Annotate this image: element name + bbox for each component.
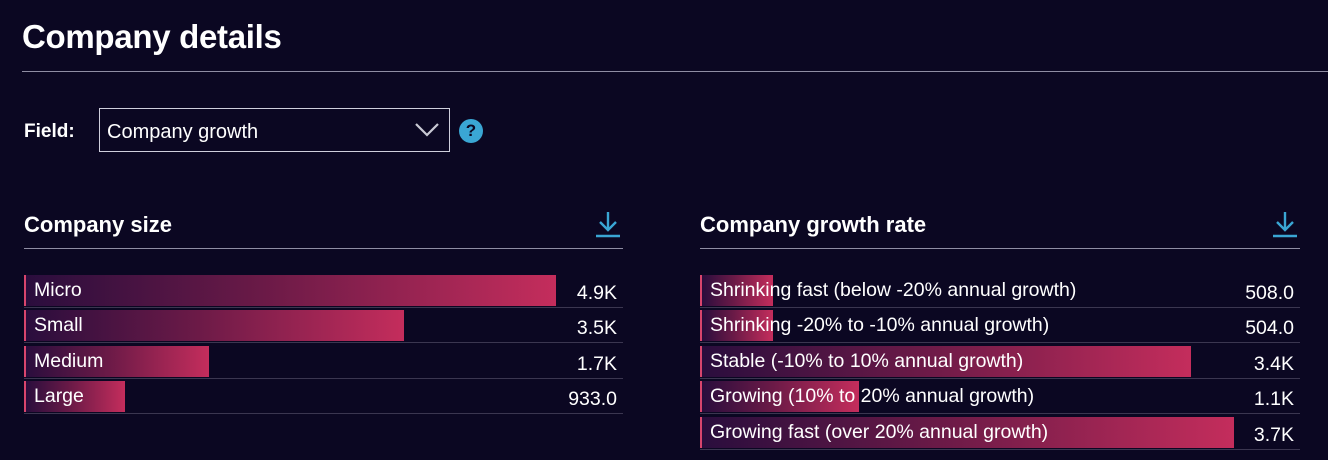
page-title: Company details: [22, 18, 282, 55]
chevron-down-icon: [415, 123, 439, 137]
panel-header: Company size: [24, 205, 623, 248]
bar-fill: [700, 345, 1191, 377]
bar-label: Growing fast (over 20% annual growth): [710, 420, 1049, 443]
bar-value: 1.7K: [576, 352, 617, 375]
bar-label: Small: [34, 314, 83, 337]
bar-value: 508.0: [1245, 282, 1294, 304]
bar-row[interactable]: Large 933.0: [24, 380, 623, 415]
bar-row[interactable]: Micro 4.9K: [24, 274, 623, 308]
bar-value: 504.0: [1245, 317, 1294, 340]
field-label: Field:: [24, 121, 75, 142]
panel-divider: [24, 248, 623, 249]
bar-label: Large: [34, 385, 84, 408]
bar-fill: [24, 345, 209, 377]
bar-fill: [24, 310, 404, 342]
bar-label: Shrinking fast (below -20% annual growth…: [710, 279, 1077, 301]
bar-fill: [700, 310, 773, 342]
bar-value: 933.0: [568, 388, 617, 411]
bar-row[interactable]: Medium 1.7K: [24, 345, 623, 379]
bar-row[interactable]: Shrinking fast (below -20% annual growth…: [700, 274, 1300, 308]
bar-fill: [700, 416, 1234, 448]
bar-label: Stable (-10% to 10% annual growth): [710, 349, 1024, 372]
bar-label: Micro: [34, 279, 82, 301]
bar-value: 3.5K: [576, 317, 617, 340]
bar-row[interactable]: Small 3.5K: [24, 309, 623, 344]
bar-row[interactable]: Growing (10% to 20% annual growth) 1.1K: [700, 380, 1300, 415]
bar-fill: [700, 381, 859, 413]
panel-divider: [700, 248, 1300, 249]
bar-label: Medium: [34, 349, 104, 372]
bar-row[interactable]: Shrinking -20% to -10% annual growth) 504…: [700, 309, 1300, 344]
download-icon[interactable]: [1272, 210, 1298, 238]
company-size-bar-list: Micro 4.9K Small 3.5K Medium 1.7K Large 933.0: [24, 274, 623, 415]
bar-value: 1.1K: [1253, 388, 1294, 411]
bar-fill: [24, 381, 126, 413]
panel-title: Company growth rate: [700, 212, 927, 237]
bar-fill: [700, 275, 774, 306]
title-divider: [22, 71, 1328, 72]
bar-row[interactable]: Growing fast (over 20% annual growth) 3.7…: [700, 416, 1300, 450]
bar-fill: [24, 275, 556, 306]
bar-label: Shrinking -20% to -10% annual growth): [710, 314, 1050, 337]
bar-row[interactable]: Stable (-10% to 10% annual growth) 3.4K: [700, 345, 1300, 379]
bar-value: 3.4K: [1253, 352, 1294, 375]
panel-header: Company growth rate: [700, 205, 1300, 248]
field-dropdown[interactable]: Company growth: [99, 108, 450, 152]
company-growth-panel: Company growth rate Shrinking fast (belo…: [700, 205, 1300, 451]
bar-label: Growing (10% to 20% annual growth): [710, 385, 1035, 408]
bar-value: 3.7K: [1253, 423, 1294, 446]
download-icon[interactable]: [595, 210, 621, 238]
company-growth-bar-list: Shrinking fast (below -20% annual growth…: [700, 274, 1300, 450]
company-size-panel: Company size Micro 4.9K Small 3.5K Medium 1.7…: [24, 205, 623, 416]
bar-value: 4.9K: [576, 282, 617, 304]
field-dropdown-value: Company growth: [107, 121, 259, 143]
help-icon[interactable]: ?: [459, 119, 483, 143]
panel-title: Company size: [24, 212, 172, 237]
